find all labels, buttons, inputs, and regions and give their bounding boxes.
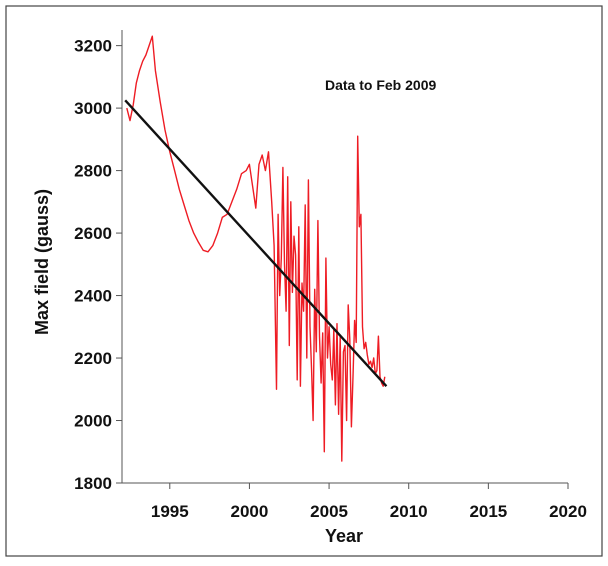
series-layer [124, 35, 388, 462]
y-tick-label: 2800 [74, 162, 112, 181]
chart-annotation: Data to Feb 2009 [325, 77, 436, 93]
y-tick-label: 3000 [74, 99, 112, 118]
y-tick-group: 1800 2000 2200 2400 2600 2800 3000 3200 [74, 37, 122, 493]
y-axis-label: Max field (gauss) [32, 189, 52, 335]
x-tick-label: 2005 [310, 502, 348, 521]
x-tick-label: 2020 [549, 502, 587, 521]
trend-line [124, 99, 388, 388]
y-tick-label: 2400 [74, 287, 112, 306]
x-axis-label: Year [325, 526, 363, 546]
x-tick-label: 2000 [231, 502, 269, 521]
max-field-series-line [126, 35, 386, 462]
x-tick-label: 1995 [151, 502, 189, 521]
y-tick-label: 2000 [74, 412, 112, 431]
figure-border [5, 5, 603, 557]
x-tick-label: 2010 [390, 502, 428, 521]
x-tick-label: 2015 [469, 502, 507, 521]
y-tick-label: 2200 [74, 349, 112, 368]
y-tick-label: 2600 [74, 224, 112, 243]
x-tick-group: 1995 2000 2005 2010 2015 2020 [151, 483, 587, 521]
y-tick-label: 1800 [74, 474, 112, 493]
y-tick-label: 3200 [74, 37, 112, 56]
